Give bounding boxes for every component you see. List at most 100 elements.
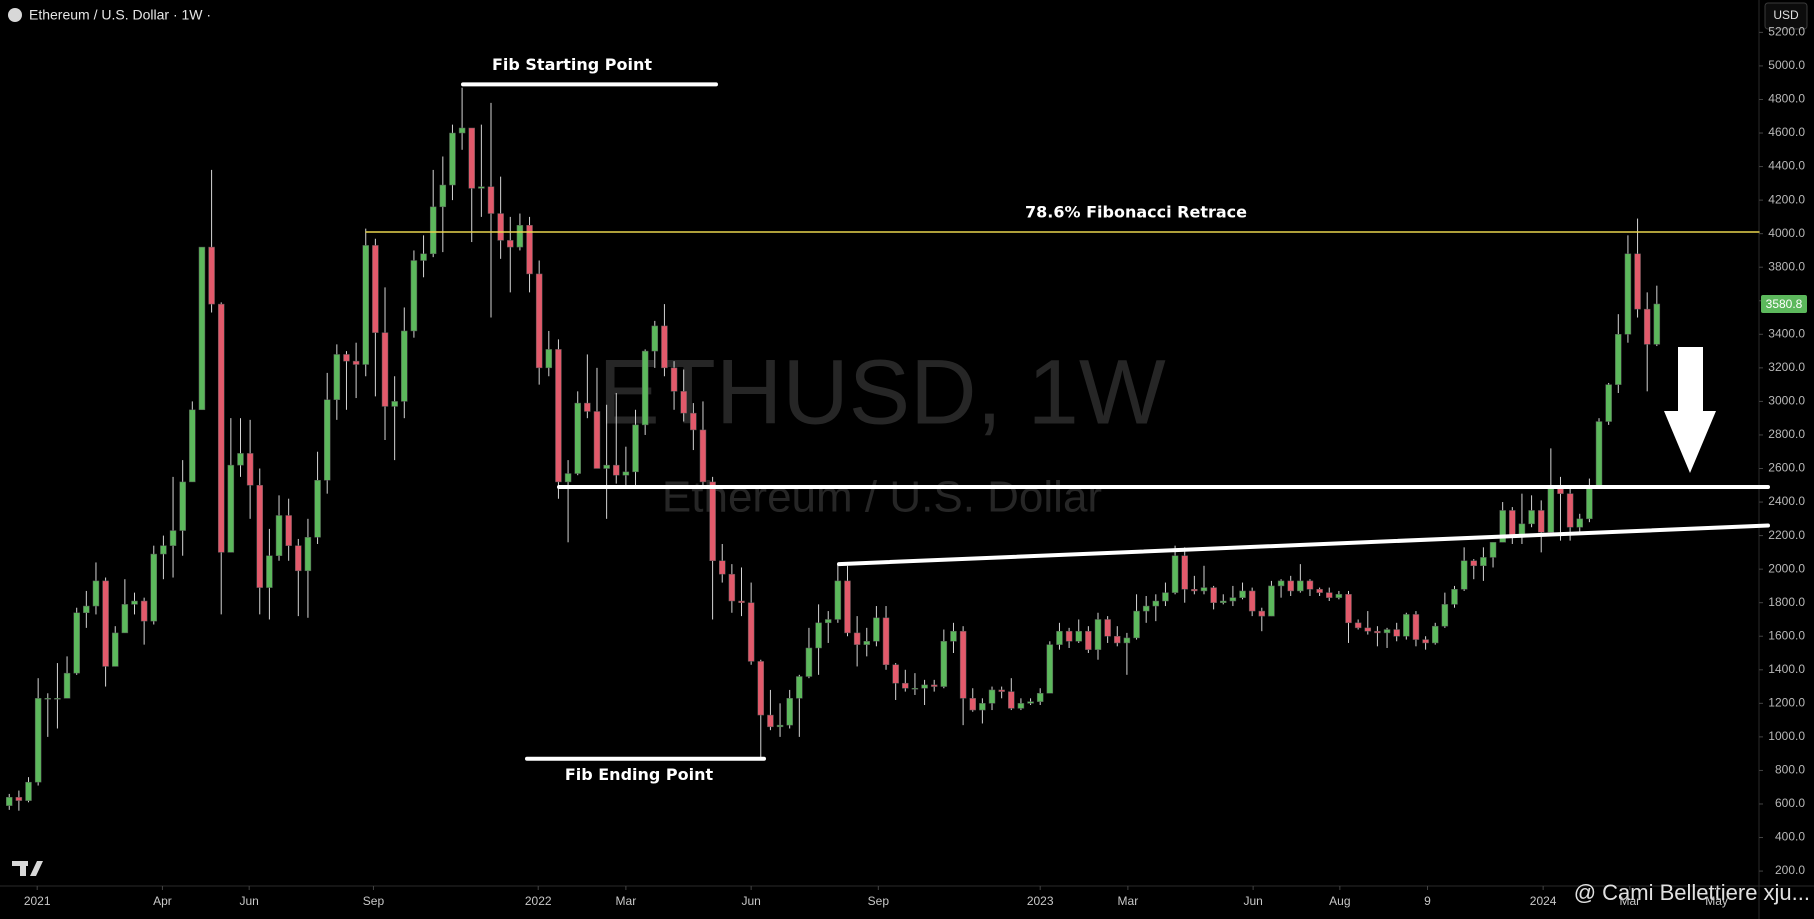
candle-body bbox=[1576, 518, 1583, 528]
candle-body bbox=[198, 246, 206, 411]
candle-body bbox=[1605, 384, 1612, 422]
candle-body bbox=[767, 714, 774, 728]
candle-body bbox=[1220, 600, 1227, 603]
x-tick-label: 2024 bbox=[1530, 894, 1557, 908]
candle-body bbox=[160, 545, 167, 555]
candle-body bbox=[1152, 600, 1160, 607]
candle-body bbox=[1634, 253, 1641, 310]
candle-body bbox=[959, 630, 967, 699]
x-tick-label: 9 bbox=[1424, 894, 1431, 908]
y-tick-label: 1000.0 bbox=[1768, 729, 1805, 743]
candle-body bbox=[1345, 594, 1352, 624]
candle-body bbox=[545, 349, 553, 369]
x-tick-label: Mar bbox=[616, 894, 637, 908]
candle-body bbox=[921, 684, 928, 689]
candle-body bbox=[940, 641, 948, 687]
tv-logo bbox=[12, 861, 43, 876]
y-tick-label: 4400.0 bbox=[1768, 159, 1805, 173]
candle-body bbox=[6, 797, 13, 806]
candle-body bbox=[516, 225, 524, 248]
candle-body bbox=[661, 325, 668, 369]
candle-body bbox=[1210, 587, 1217, 603]
y-tick-label: 3200.0 bbox=[1768, 360, 1805, 374]
x-tick-label: 2023 bbox=[1027, 894, 1054, 908]
candles bbox=[6, 87, 1661, 811]
y-tick-label: 4200.0 bbox=[1768, 192, 1805, 206]
candle-body bbox=[882, 617, 890, 666]
candle-body bbox=[998, 689, 1005, 692]
y-tick-label: 4800.0 bbox=[1768, 92, 1805, 106]
candle-body bbox=[102, 580, 109, 667]
trendline bbox=[837, 523, 1770, 567]
credit: @ Cami Bellettiere xju... bbox=[1574, 880, 1810, 905]
candle-body bbox=[1335, 594, 1343, 598]
candle-body bbox=[381, 332, 389, 407]
candle-body bbox=[343, 354, 350, 362]
candle-body bbox=[593, 411, 601, 469]
candle-body bbox=[1316, 589, 1323, 593]
y-tick-label: 3800.0 bbox=[1768, 259, 1805, 273]
y-tick-label: 400.0 bbox=[1775, 830, 1805, 844]
candle-body bbox=[1403, 614, 1410, 637]
candle-body bbox=[487, 186, 495, 214]
y-tick-label: 2800.0 bbox=[1768, 427, 1805, 441]
candle-body bbox=[468, 127, 475, 189]
candle-body bbox=[1354, 622, 1362, 629]
candle-body bbox=[1624, 253, 1632, 335]
y-tick-label: 4600.0 bbox=[1768, 125, 1805, 139]
candle-body bbox=[526, 225, 533, 275]
arrow-shaft bbox=[1678, 347, 1703, 412]
currency-button[interactable] bbox=[1764, 2, 1808, 30]
header-title: Ethereum / U.S. Dollar · 1W · bbox=[29, 7, 211, 23]
candle-body bbox=[950, 630, 957, 642]
candle-body bbox=[1489, 542, 1497, 558]
candle-body bbox=[988, 689, 996, 704]
price-tag-label: 3580.8 bbox=[1766, 297, 1803, 311]
candle-body bbox=[1306, 580, 1314, 590]
candle-body bbox=[1075, 630, 1082, 642]
candle-body bbox=[295, 545, 302, 572]
candle-body bbox=[1104, 619, 1111, 637]
candle-body bbox=[930, 684, 938, 687]
candle-body bbox=[1470, 560, 1478, 567]
candle-body bbox=[1643, 308, 1651, 345]
candle-body bbox=[1480, 557, 1487, 567]
candle-body bbox=[1460, 560, 1468, 590]
x-tick-label: Mar bbox=[1620, 894, 1641, 908]
arrow-head bbox=[1664, 411, 1716, 473]
candle-body bbox=[333, 354, 341, 400]
candle-body bbox=[1123, 637, 1131, 644]
y-tick-label: 2600.0 bbox=[1768, 461, 1805, 475]
candle-body bbox=[217, 303, 225, 553]
candle-body bbox=[1036, 693, 1044, 702]
candle-body bbox=[1326, 592, 1333, 598]
candle-body bbox=[1412, 614, 1420, 640]
candle-body bbox=[564, 473, 572, 483]
candle-body bbox=[169, 530, 177, 546]
candle-body bbox=[237, 453, 244, 466]
candle-body bbox=[246, 453, 254, 486]
candle-body bbox=[1046, 644, 1054, 694]
candle-body bbox=[256, 485, 263, 588]
candle-body bbox=[121, 604, 129, 634]
y-tick-label: 1200.0 bbox=[1768, 696, 1805, 710]
candle-body bbox=[362, 245, 369, 365]
candle-body bbox=[815, 622, 822, 649]
y-tick-label: 600.0 bbox=[1775, 796, 1805, 810]
candle-body bbox=[111, 632, 119, 667]
y-tick-label: 1400.0 bbox=[1768, 662, 1805, 676]
currency-label[interactable]: USD bbox=[1773, 8, 1799, 22]
x-tick-label: 2021 bbox=[24, 894, 51, 908]
candle-body bbox=[1191, 589, 1198, 592]
candle-body bbox=[1441, 604, 1449, 627]
candle-body bbox=[208, 246, 215, 305]
candle-body bbox=[507, 240, 514, 248]
candle-body bbox=[497, 213, 504, 241]
candle-body bbox=[1114, 635, 1121, 644]
candle-body bbox=[1200, 587, 1208, 592]
annotation-text: Fib Starting Point bbox=[492, 55, 652, 74]
candle-body bbox=[1557, 488, 1564, 494]
candle-body bbox=[1239, 590, 1246, 598]
candle-body bbox=[1509, 510, 1516, 536]
y-tick-label: 3000.0 bbox=[1768, 394, 1805, 408]
